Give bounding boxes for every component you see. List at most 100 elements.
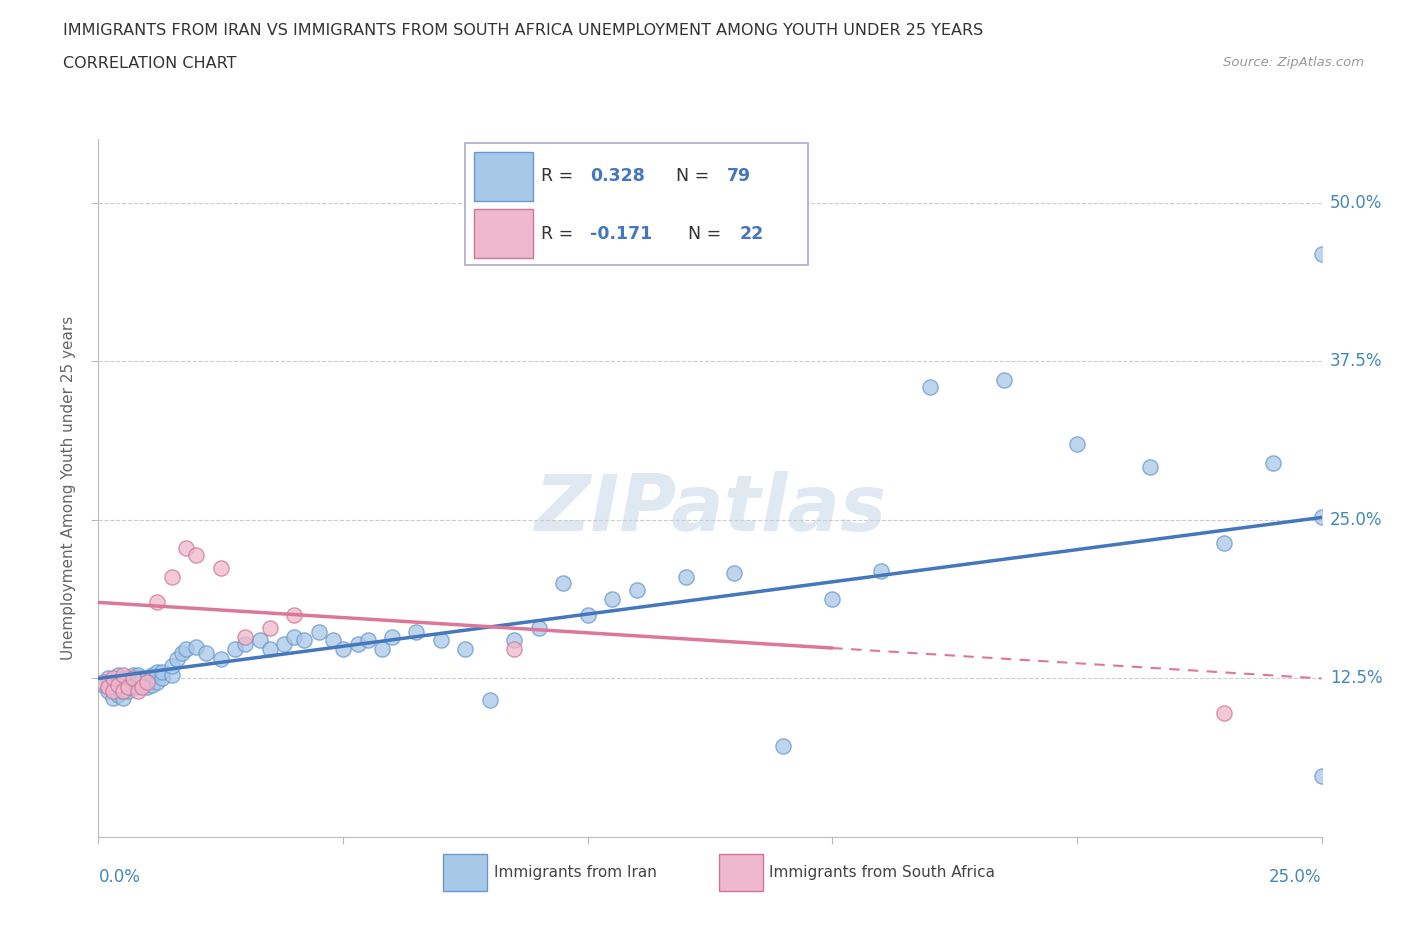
Point — [101, 675, 124, 690]
Point — [356, 633, 378, 648]
Point — [553, 576, 575, 591]
Point — [503, 633, 526, 648]
Point — [127, 675, 149, 690]
Point — [107, 675, 129, 690]
Y-axis label: Unemployment Among Youth under 25 years: Unemployment Among Youth under 25 years — [60, 316, 76, 660]
Text: 25.0%: 25.0% — [1270, 868, 1322, 885]
Point — [111, 667, 134, 682]
Point — [478, 693, 501, 708]
Point — [870, 564, 893, 578]
Point — [527, 620, 550, 635]
Point — [283, 630, 305, 644]
Text: IMMIGRANTS FROM IRAN VS IMMIGRANTS FROM SOUTH AFRICA UNEMPLOYMENT AMONG YOUTH UN: IMMIGRANTS FROM IRAN VS IMMIGRANTS FROM … — [63, 23, 984, 38]
Point — [381, 630, 404, 644]
Point — [136, 680, 159, 695]
Text: R =: R = — [541, 225, 579, 243]
Point — [150, 671, 173, 686]
Point — [101, 680, 124, 695]
Point — [993, 373, 1015, 388]
Text: -0.171: -0.171 — [591, 225, 652, 243]
Point — [176, 540, 198, 555]
Point — [97, 671, 120, 686]
Point — [117, 671, 139, 686]
Point — [600, 591, 623, 606]
FancyBboxPatch shape — [443, 854, 488, 891]
Point — [146, 595, 169, 610]
Text: CORRELATION CHART: CORRELATION CHART — [63, 56, 236, 71]
Point — [308, 624, 330, 639]
Point — [121, 667, 143, 682]
Point — [772, 738, 794, 753]
Point — [170, 645, 193, 660]
Point — [91, 675, 114, 690]
Point — [101, 671, 124, 686]
Text: N =: N = — [676, 167, 714, 185]
Text: 37.5%: 37.5% — [1330, 352, 1382, 370]
Point — [1066, 436, 1088, 451]
Point — [1310, 246, 1333, 261]
Point — [121, 671, 143, 686]
Point — [131, 680, 153, 695]
Point — [136, 671, 159, 686]
Point — [107, 677, 129, 692]
Point — [101, 690, 124, 705]
Point — [273, 637, 295, 652]
Point — [405, 624, 427, 639]
Point — [233, 630, 256, 644]
Point — [111, 690, 134, 705]
Point — [259, 642, 281, 657]
Point — [127, 680, 149, 695]
Text: 0.0%: 0.0% — [98, 868, 141, 885]
Point — [111, 671, 134, 686]
Point — [1212, 705, 1234, 720]
Point — [322, 633, 344, 648]
Point — [166, 652, 188, 667]
Point — [1310, 769, 1333, 784]
Text: Immigrants from South Africa: Immigrants from South Africa — [769, 865, 994, 880]
Point — [454, 642, 477, 657]
Point — [111, 684, 134, 698]
Text: 12.5%: 12.5% — [1330, 670, 1382, 687]
Point — [195, 645, 218, 660]
Point — [131, 671, 153, 686]
Text: 22: 22 — [740, 225, 763, 243]
Text: 25.0%: 25.0% — [1330, 511, 1382, 529]
FancyBboxPatch shape — [465, 143, 808, 265]
Point — [117, 680, 139, 695]
Text: 79: 79 — [727, 167, 751, 185]
Point — [259, 620, 281, 635]
Point — [249, 633, 271, 648]
Point — [723, 565, 745, 580]
Point — [821, 591, 844, 606]
Point — [141, 667, 163, 682]
Point — [430, 633, 453, 648]
Point — [371, 642, 394, 657]
Point — [283, 607, 305, 622]
Point — [160, 667, 183, 682]
Text: R =: R = — [541, 167, 579, 185]
FancyBboxPatch shape — [718, 854, 762, 891]
Point — [224, 642, 246, 657]
Point — [675, 569, 697, 584]
Point — [101, 684, 124, 698]
Point — [91, 677, 114, 692]
Point — [111, 684, 134, 698]
Point — [920, 379, 942, 394]
Point — [160, 658, 183, 673]
Point — [346, 637, 368, 652]
Point — [117, 677, 139, 692]
Point — [186, 548, 208, 563]
Point — [1139, 459, 1161, 474]
Point — [107, 667, 129, 682]
Point — [141, 677, 163, 692]
Point — [97, 680, 120, 695]
Point — [209, 652, 232, 667]
Point — [111, 677, 134, 692]
Point — [131, 677, 153, 692]
Text: Immigrants from Iran: Immigrants from Iran — [494, 865, 657, 880]
Point — [176, 642, 198, 657]
Point — [576, 607, 599, 622]
Point — [332, 642, 354, 657]
Point — [626, 582, 648, 597]
Point — [136, 675, 159, 690]
